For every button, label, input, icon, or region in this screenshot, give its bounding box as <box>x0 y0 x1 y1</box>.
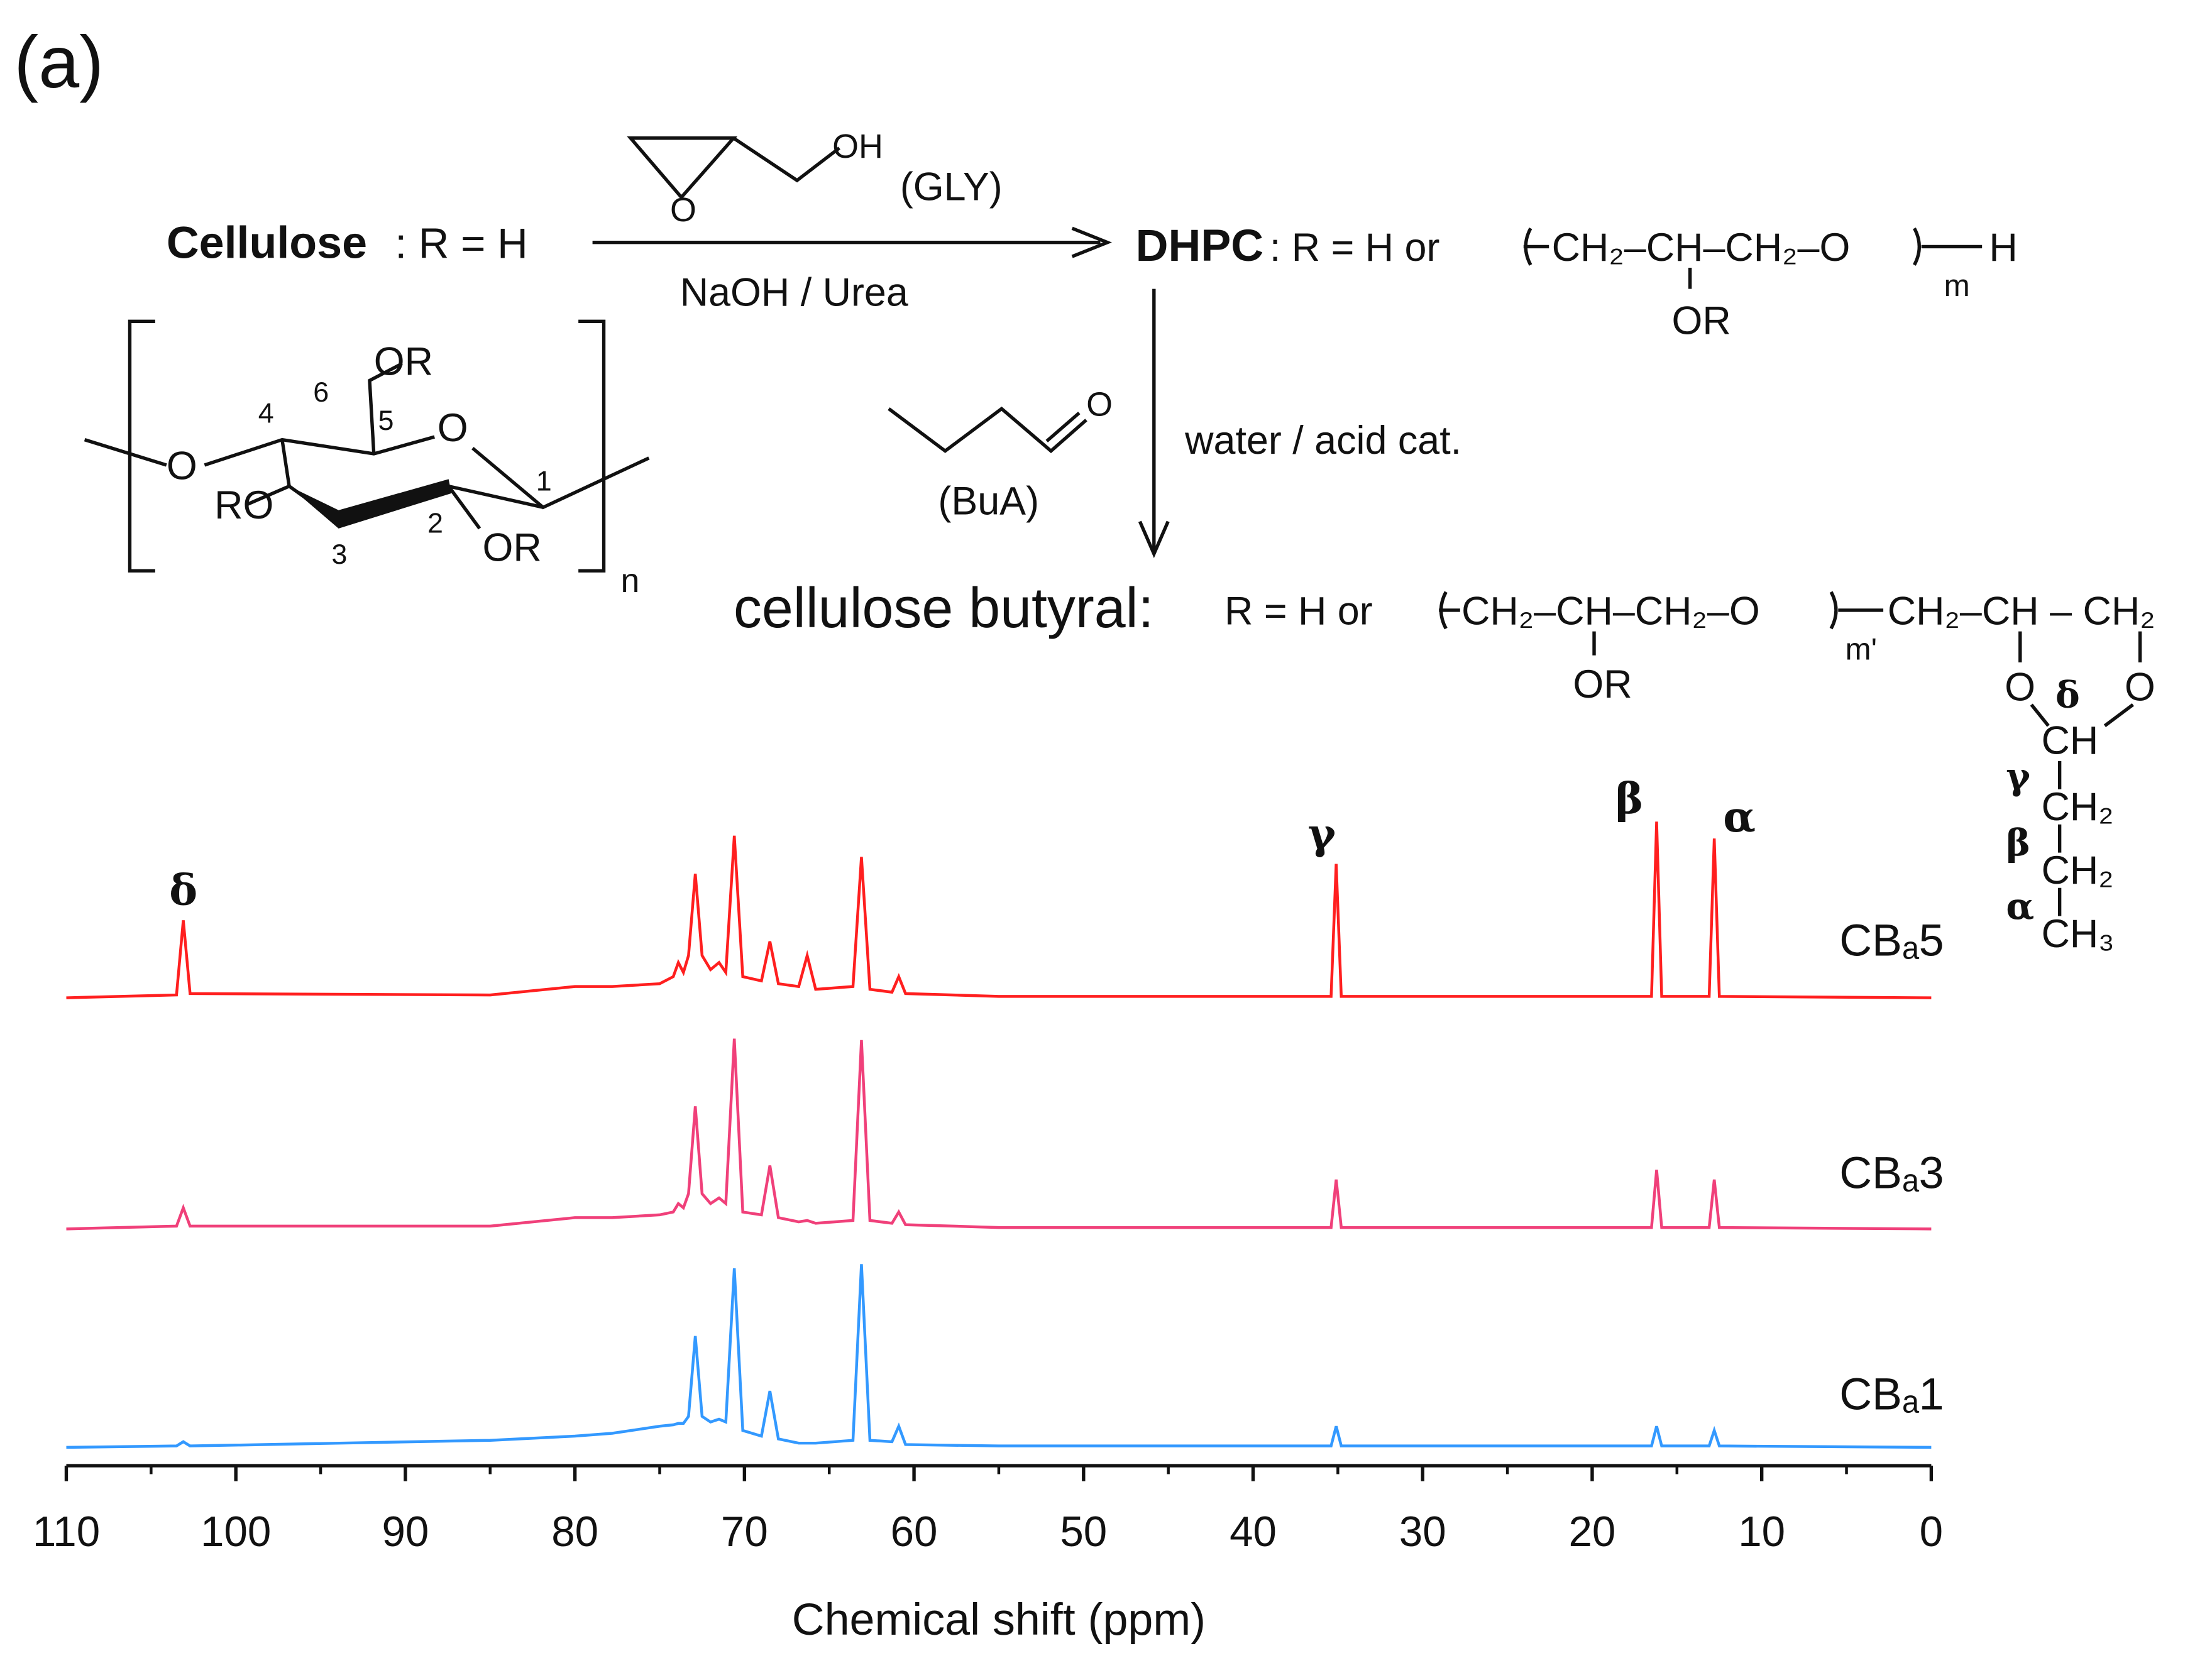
scheme-label: DHPC <box>1136 221 1263 271</box>
scheme-label: m' <box>1845 632 1877 666</box>
scheme-label: OH <box>832 128 883 165</box>
scheme-label: 3 <box>331 538 347 570</box>
scheme-label: : R = H or <box>1270 226 1440 270</box>
butanal-structure <box>888 406 1087 454</box>
x-tick-label: 10 <box>1738 1508 1785 1556</box>
scheme-label: 6 <box>313 376 329 408</box>
x-tick-label: 90 <box>382 1508 429 1556</box>
scheme-label: RO <box>214 483 273 527</box>
scheme-label: 1 <box>536 464 552 497</box>
x-tick-label: 0 <box>1920 1508 1943 1556</box>
scheme-label: γ <box>2006 755 2030 798</box>
scheme-label: (GLY) <box>900 165 1003 209</box>
scheme-label: : R = H <box>395 220 527 267</box>
polymer-bracket <box>128 319 606 573</box>
panel-label: (a) <box>14 21 104 103</box>
glucose-ring-edge <box>289 479 452 529</box>
scheme-label: α <box>2006 884 2034 928</box>
scheme-label: CH₂–CH–CH₂–O <box>1461 589 1760 633</box>
scheme-label: O <box>167 444 197 488</box>
scheme-label: CH₂ <box>2041 848 2113 892</box>
spectrum-line <box>66 1038 1932 1231</box>
scheme-label: NaOH / Urea <box>680 271 908 315</box>
scheme-label: R = H or <box>1224 589 1373 633</box>
reaction-arrow <box>592 226 1112 258</box>
scheme-label: OR <box>374 339 433 383</box>
scheme-label: CH₂–CH – CH₂ <box>1888 589 2155 633</box>
peak-annotation: α <box>1723 792 1756 842</box>
x-tick-label: 40 <box>1230 1508 1277 1556</box>
scheme-label: OR <box>1573 662 1632 706</box>
scheme-label: (BuA) <box>938 479 1039 523</box>
scheme-label: O <box>2125 665 2155 709</box>
scheme-label: 5 <box>378 404 393 436</box>
x-tick-label: 100 <box>201 1508 271 1556</box>
scheme-label: β <box>2006 821 2030 864</box>
x-tick-label: 110 <box>33 1508 100 1556</box>
scheme-label: n <box>620 562 639 600</box>
peak-annotation: β <box>1615 774 1644 823</box>
scheme-label: CH₃ <box>2041 912 2114 956</box>
scheme-label: 2 <box>427 507 443 539</box>
x-tick-label: 60 <box>891 1508 938 1556</box>
x-tick-label: 50 <box>1060 1508 1107 1556</box>
scheme-label: m <box>1944 268 1970 303</box>
scheme-label: OR <box>1671 299 1731 343</box>
series-label: CBₐ5 <box>1839 915 1944 965</box>
glycidol-structure <box>627 136 840 200</box>
x-tick-label: 70 <box>721 1508 768 1556</box>
scheme-label: H <box>1989 226 2017 270</box>
spectrum-line <box>66 821 1932 999</box>
spectrum-line <box>66 1264 1932 1449</box>
dhpc-bracket <box>1523 227 1983 289</box>
x-tick-label: 80 <box>551 1508 598 1556</box>
scheme-label: cellulose butyral: <box>734 577 1154 640</box>
scheme-label: CH₂–CH–CH₂–O <box>1552 226 1851 270</box>
scheme-label: O <box>1086 386 1113 424</box>
scheme-label: OR <box>483 525 542 569</box>
scheme-label: O <box>2005 665 2035 709</box>
scheme-label: CH₂ <box>2041 785 2113 829</box>
reaction-arrow <box>1138 288 1170 559</box>
scheme-label: Cellulose <box>167 217 367 268</box>
reaction-scheme: (a) Cellulose : R = H OH O (GLY) NaOH / … <box>14 21 2155 956</box>
series-label: CBₐ1 <box>1839 1369 1944 1419</box>
x-tick-label: 30 <box>1399 1508 1446 1556</box>
scheme-label: water / acid cat. <box>1184 419 1461 463</box>
scheme-label: CH <box>2041 719 2098 763</box>
scheme-label: O <box>670 191 696 229</box>
scheme-label: O <box>437 406 468 450</box>
peak-annotation: γ <box>1308 809 1336 859</box>
x-tick-label: 20 <box>1569 1508 1616 1556</box>
butyral-bonds <box>1439 591 2142 916</box>
scheme-label: 4 <box>258 397 274 429</box>
series-label: CBₐ3 <box>1839 1148 1944 1198</box>
x-axis-label: Chemical shift (ppm) <box>792 1594 1206 1645</box>
peak-annotation: δ <box>169 865 197 915</box>
scheme-label: δ <box>2055 673 2080 716</box>
